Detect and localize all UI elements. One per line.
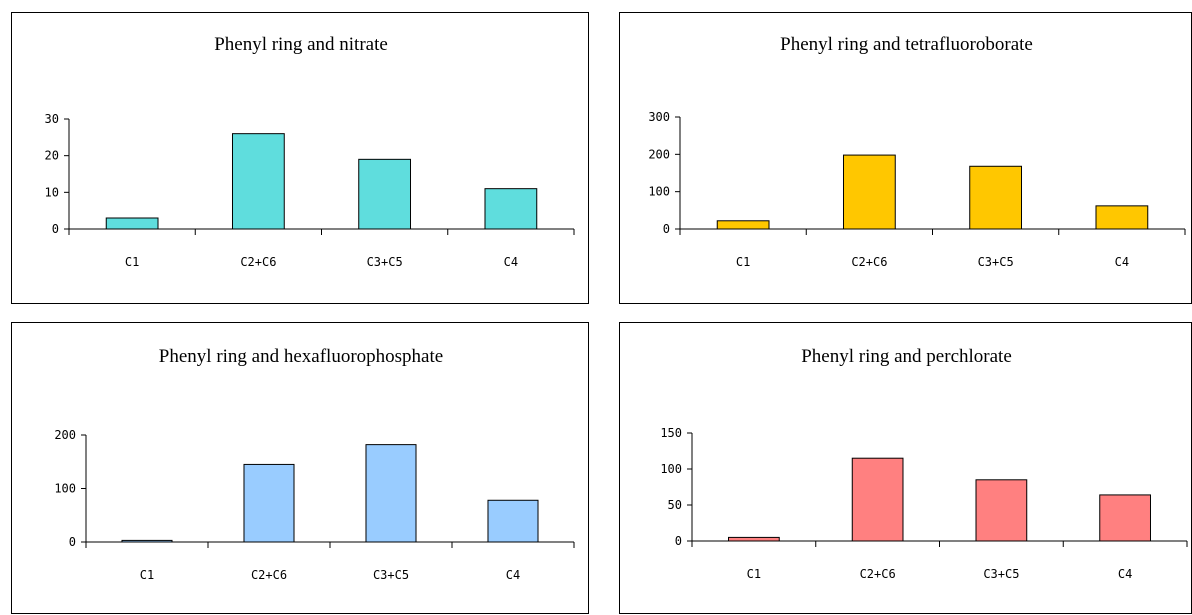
y-tick-label: 20 — [45, 149, 59, 163]
chart-panel-tetrafluoroborate: Phenyl ring and tetrafluoroborate 0 100 200… — [619, 12, 1192, 304]
x-category-label: C2+C6 — [251, 568, 287, 582]
x-category-label: C3+C5 — [983, 567, 1019, 581]
chart-panel-nitrate: Phenyl ring and nitrate 0 10 20 30 C1 C2+C6 C3+… — [11, 12, 589, 304]
bar-c2-c6 — [231, 133, 285, 230]
bar-c3-c5 — [358, 158, 412, 230]
bar-c4 — [1095, 205, 1149, 230]
y-tick-label: 0 — [675, 534, 682, 548]
x-category-label: C1 — [140, 568, 154, 582]
bar-c3-c5 — [365, 444, 417, 543]
bar-c2-c6 — [842, 154, 896, 230]
bar-c2-c6 — [851, 457, 904, 542]
chart-svg: Phenyl ring and tetrafluoroborate 0 100 200… — [648, 34, 1186, 269]
bar-c4 — [1099, 494, 1151, 542]
chart-panel-hexafluorophosphate: Phenyl ring and hexafluorophosphate 0 100 2… — [11, 322, 589, 614]
chart-panel-perchlorate: Phenyl ring and perchlorate 0 50 100 150 C1 C2… — [619, 322, 1192, 614]
x-category-label: C4 — [506, 568, 520, 582]
y-tick-label: 300 — [648, 110, 670, 124]
chart-svg: Phenyl ring and nitrate 0 10 20 30 C1 C2+C6 C3+… — [45, 34, 575, 269]
y-tick-label: 30 — [45, 112, 59, 126]
y-tick-label: 10 — [45, 185, 59, 199]
x-category-label: C4 — [1118, 567, 1132, 581]
chart-title: Phenyl ring and nitrate — [214, 34, 388, 55]
x-category-label: C3+C5 — [373, 568, 409, 582]
x-category-label: C2+C6 — [851, 255, 887, 269]
bar-c3-c5 — [975, 479, 1028, 542]
y-tick-label: 0 — [52, 222, 59, 236]
y-tick-label: 200 — [648, 147, 670, 161]
y-tick-label: 150 — [660, 426, 682, 440]
y-tick-label: 50 — [668, 498, 682, 512]
chart-svg: Phenyl ring and perchlorate 0 50 100 150 C1 C2… — [660, 346, 1188, 581]
y-tick-label: 100 — [648, 185, 670, 199]
x-category-label: C1 — [736, 255, 750, 269]
chart-title: Phenyl ring and hexafluorophosphate — [159, 346, 443, 367]
bar-c1 — [121, 539, 173, 543]
bar-c4 — [487, 499, 539, 543]
chart-title: Phenyl ring and tetrafluoroborate — [780, 34, 1033, 55]
x-category-label: C3+C5 — [367, 255, 403, 269]
x-category-label: C2+C6 — [240, 255, 276, 269]
chart-svg: Phenyl ring and hexafluorophosphate 0 100 2… — [54, 346, 575, 582]
bar-c1 — [105, 217, 159, 230]
y-tick-label: 100 — [660, 462, 682, 476]
x-category-label: C1 — [125, 255, 139, 269]
y-tick-label: 0 — [663, 222, 670, 236]
x-category-label: C4 — [504, 255, 518, 269]
chart-title: Phenyl ring and perchlorate — [801, 346, 1012, 367]
y-tick-label: 100 — [54, 482, 76, 496]
x-category-label: C3+C5 — [978, 255, 1014, 269]
bar-c4 — [484, 188, 538, 230]
bar-c1 — [716, 220, 770, 230]
bar-c3-c5 — [969, 165, 1023, 230]
bar-c2-c6 — [243, 463, 295, 543]
y-tick-label: 200 — [54, 428, 76, 442]
x-category-label: C4 — [1115, 255, 1129, 269]
bar-c1 — [728, 536, 780, 542]
x-category-label: C2+C6 — [860, 567, 896, 581]
y-tick-label: 0 — [69, 535, 76, 549]
x-category-label: C1 — [747, 567, 761, 581]
